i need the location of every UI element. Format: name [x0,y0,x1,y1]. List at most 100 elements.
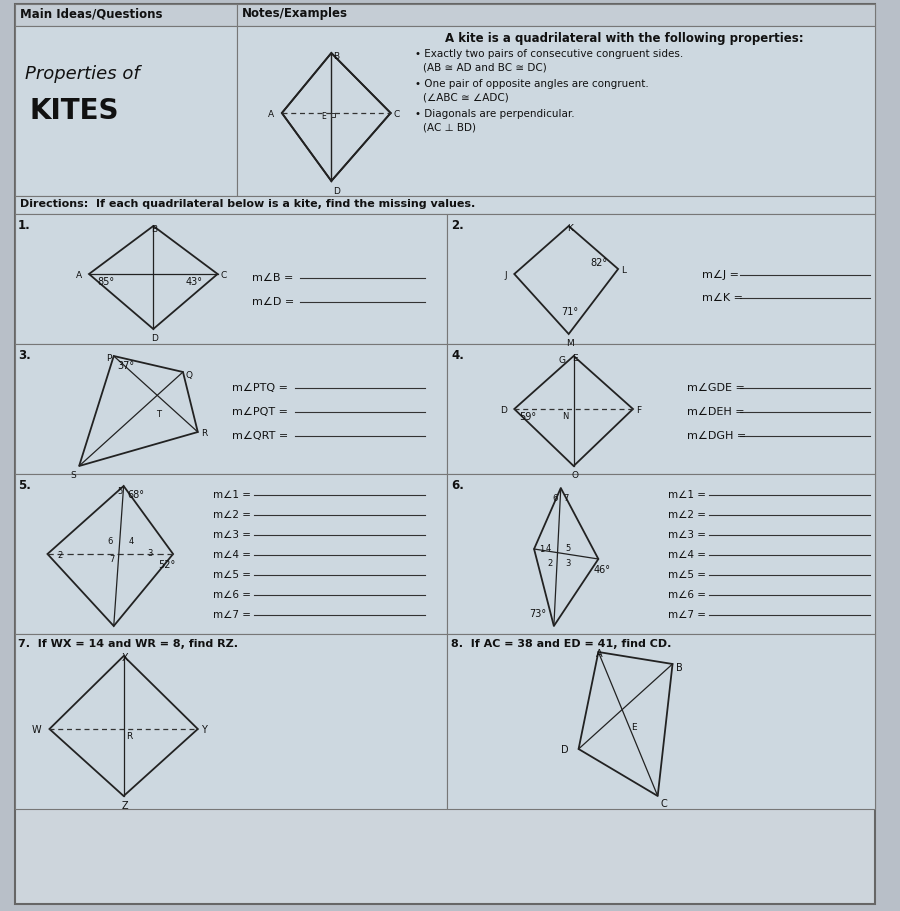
Text: 6: 6 [108,537,113,546]
Text: D: D [151,333,158,343]
Bar [14,475,447,634]
Text: 68°: 68° [128,489,145,499]
Text: m∠GDE =: m∠GDE = [688,383,745,393]
Text: 85°: 85° [97,277,114,287]
Text: 7.  If WX = 14 and WR = 8, find RZ.: 7. If WX = 14 and WR = 8, find RZ. [18,639,238,649]
Text: S: S [70,470,77,479]
Bar [447,215,876,344]
Text: m∠K =: m∠K = [702,292,743,302]
Text: m∠2 =: m∠2 = [212,509,250,519]
Text: m∠6 =: m∠6 = [668,589,706,599]
Text: KITES: KITES [30,97,119,125]
Text: N: N [562,412,568,421]
Text: 43°: 43° [186,277,202,287]
Text: D: D [561,744,569,754]
Text: 1.: 1. [18,219,31,231]
Text: X: X [122,652,128,662]
Text: m∠PQT =: m∠PQT = [232,406,288,416]
Text: m∠7 =: m∠7 = [668,609,706,619]
Bar [14,215,447,344]
Bar [14,27,238,197]
Text: 4: 4 [129,537,134,546]
Bar [447,634,876,809]
Text: R: R [201,428,207,437]
Text: 8.  If AC = 38 and ED = 41, find CD.: 8. If AC = 38 and ED = 41, find CD. [451,639,671,649]
Text: L: L [621,265,626,274]
Text: A: A [268,109,274,118]
Text: (AB ≅ AD and BC ≅ DC): (AB ≅ AD and BC ≅ DC) [423,62,547,72]
Text: 6: 6 [553,494,558,503]
Text: Main Ideas/Questions: Main Ideas/Questions [20,7,162,20]
Text: A: A [76,271,82,279]
Text: 5.: 5. [18,478,31,491]
Bar [14,5,238,27]
Text: 1: 1 [539,545,544,553]
Text: 7: 7 [110,555,115,563]
Text: B: B [333,52,339,61]
Text: m∠DGH =: m∠DGH = [688,431,747,441]
Text: m∠4 =: m∠4 = [668,549,706,559]
Text: 82°: 82° [590,258,608,268]
Text: 3.: 3. [18,349,31,362]
Text: C: C [220,271,227,279]
Text: A: A [597,649,603,659]
Text: 2: 2 [547,558,553,568]
Text: m∠2 =: m∠2 = [668,509,706,519]
Text: K: K [567,224,572,232]
Text: 5: 5 [117,486,122,496]
Text: Notes/Examples: Notes/Examples [242,7,348,20]
Text: Q: Q [186,371,193,380]
Text: • Exactly two pairs of consecutive congruent sides.: • Exactly two pairs of consecutive congr… [416,49,684,59]
Text: m∠PTQ =: m∠PTQ = [232,383,288,393]
Text: Properties of: Properties of [24,65,140,83]
Text: 6.: 6. [451,478,464,491]
Text: O: O [572,470,578,479]
Text: 3: 3 [148,548,153,558]
Text: 3: 3 [566,558,572,568]
Text: m∠5 =: m∠5 = [212,569,250,579]
Text: m∠QRT =: m∠QRT = [232,431,289,441]
Bar [14,197,876,215]
Text: m∠D =: m∠D = [252,297,294,307]
Text: W: W [32,724,41,734]
Bar [238,27,876,197]
Bar [238,5,876,27]
Text: A kite is a quadrilateral with the following properties:: A kite is a quadrilateral with the follo… [446,32,804,45]
Text: Y: Y [201,724,207,734]
Text: 2: 2 [58,550,63,559]
Text: • One pair of opposite angles are congruent.: • One pair of opposite angles are congru… [416,79,649,89]
Text: B: B [151,225,158,234]
Text: C: C [661,798,668,808]
Text: M: M [566,339,573,348]
Text: m∠DEH =: m∠DEH = [688,406,745,416]
Text: 4.: 4. [451,349,464,362]
Text: T: T [157,410,161,418]
Bar [331,114,336,118]
Text: E: E [631,722,636,732]
Text: 73°: 73° [529,609,546,619]
Text: 59°: 59° [519,412,536,422]
Text: R: R [127,732,133,740]
Text: G: G [559,355,566,364]
Text: 71°: 71° [561,307,578,317]
Text: E: E [321,112,326,121]
Text: m∠B =: m∠B = [252,272,293,282]
Text: J: J [505,271,508,279]
Text: 4: 4 [546,543,551,552]
Text: D: D [333,187,340,196]
Text: m∠4 =: m∠4 = [212,549,250,559]
Bar [14,634,447,809]
Text: 2.: 2. [451,219,464,231]
Text: m∠3 =: m∠3 = [668,529,706,539]
Text: 52°: 52° [158,559,176,569]
Text: m∠1 =: m∠1 = [212,489,250,499]
Bar [447,475,876,634]
Text: (∠ABC ≅ ∠ADC): (∠ABC ≅ ∠ADC) [423,92,509,102]
Text: m∠3 =: m∠3 = [212,529,250,539]
Text: m∠5 =: m∠5 = [668,569,706,579]
Bar [447,344,876,475]
Text: m∠J =: m∠J = [702,270,739,280]
Bar [14,344,447,475]
Text: D: D [500,405,508,414]
Text: (AC ⊥ BD): (AC ⊥ BD) [423,122,476,132]
